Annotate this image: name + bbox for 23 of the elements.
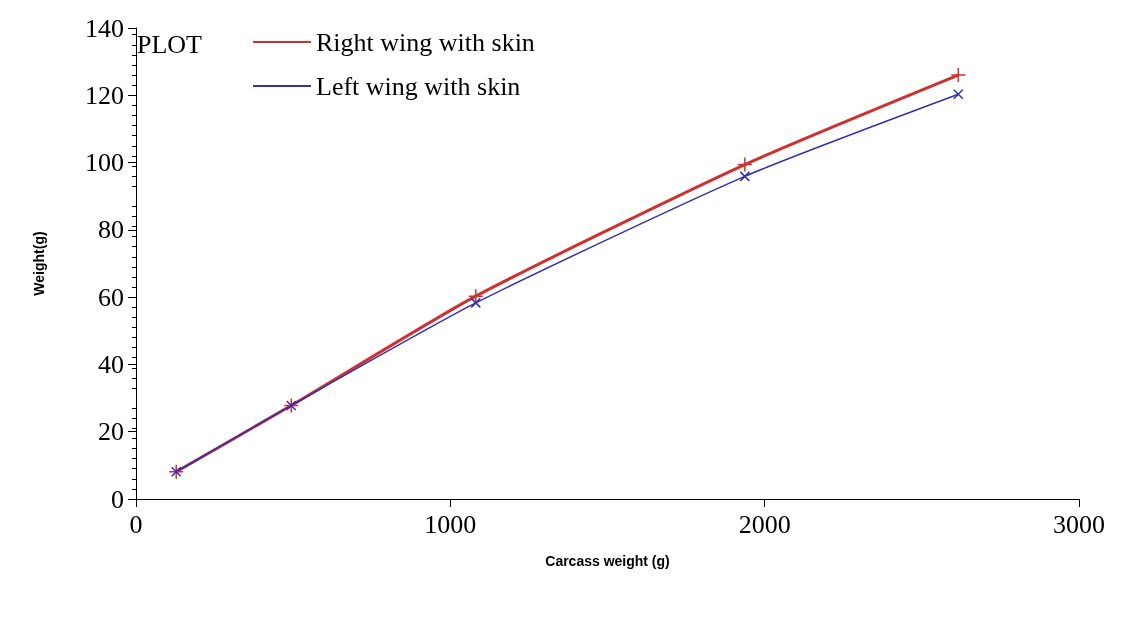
point: [953, 89, 964, 100]
x-tick-label: 1000: [424, 509, 477, 539]
y-tick-label: 80: [98, 215, 124, 245]
y-tick-label: 40: [98, 349, 124, 379]
y-tick-label: 140: [85, 13, 124, 43]
y-tick-label: 120: [85, 80, 124, 110]
x-tick-label: 3000: [1053, 509, 1105, 539]
legend-label: Left wing with skin: [316, 71, 521, 101]
y-tick-label: 100: [85, 148, 124, 178]
x-axis-title: Carcass weight (g): [545, 553, 670, 569]
legend-title: PLOT: [137, 29, 203, 59]
x-tick-label: 0: [129, 509, 143, 539]
point: [739, 171, 751, 182]
x-tick-label: 2000: [738, 509, 791, 539]
y-tick-label: 0: [111, 484, 124, 514]
point: [737, 156, 753, 173]
y-tick-label: 20: [98, 417, 124, 447]
legend-label: Right wing with skin: [316, 27, 535, 57]
point: [470, 297, 482, 309]
point: [468, 288, 484, 304]
point: [950, 67, 967, 83]
y-tick-label: 60: [98, 282, 124, 312]
y-axis-title: Weight(g): [31, 231, 47, 296]
